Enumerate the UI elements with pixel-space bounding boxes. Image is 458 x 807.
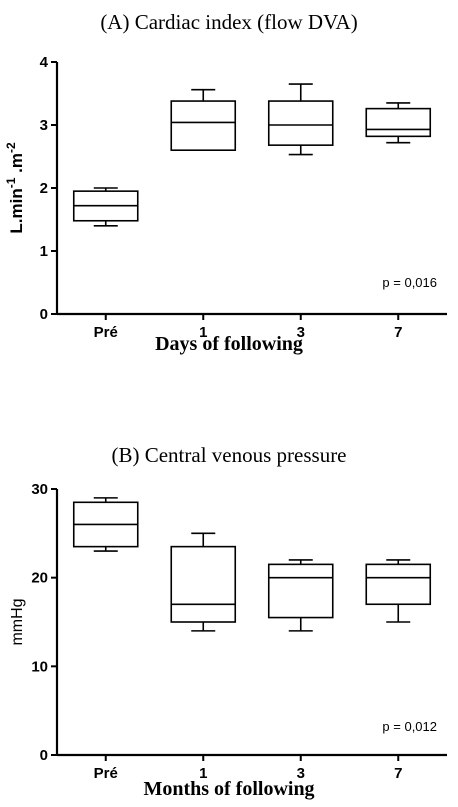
box-1 bbox=[170, 88, 237, 152]
box-2 bbox=[267, 559, 334, 632]
y-tick-label: 20 bbox=[31, 570, 48, 587]
y-tick-label: 4 bbox=[40, 54, 49, 71]
y-tick-label: 0 bbox=[40, 306, 48, 323]
x-tick-label: Pré bbox=[94, 765, 118, 782]
p-value-annotation: p = 0,012 bbox=[382, 719, 437, 734]
box-2 bbox=[267, 83, 334, 156]
y-tick-label: 1 bbox=[40, 243, 48, 260]
y-tick-label: 3 bbox=[40, 117, 48, 134]
y-tick-label: 10 bbox=[31, 658, 48, 675]
y-tick-label: 30 bbox=[31, 481, 48, 498]
y-axis-label: mmHg bbox=[9, 598, 26, 645]
y-tick-label: 0 bbox=[40, 747, 48, 764]
box-iqr bbox=[170, 545, 237, 623]
box-0 bbox=[72, 497, 139, 552]
x-tick-label: 1 bbox=[199, 324, 207, 341]
box-iqr bbox=[365, 563, 432, 606]
box-3 bbox=[365, 559, 432, 623]
box-3 bbox=[365, 102, 432, 144]
p-value-annotation: p = 0,016 bbox=[382, 275, 437, 290]
y-axis-label: L.min-1 .m-2 bbox=[4, 142, 26, 234]
chart-a: 0 1 2 3 4 Pré 1 3 7 p = 0,016 L.min-1 .m-2 bbox=[4, 54, 447, 341]
y-tick-label: 2 bbox=[40, 180, 48, 197]
box-1 bbox=[170, 532, 237, 632]
box-iqr bbox=[170, 100, 237, 152]
x-tick-label: Pré bbox=[94, 324, 118, 341]
x-tick-label: 7 bbox=[394, 324, 402, 341]
chart-b-xlabel: Months of following bbox=[143, 778, 315, 800]
chart-a-title: (A) Cardiac index (flow DVA) bbox=[100, 10, 358, 34]
chart-b: 0 10 20 30 Pré 1 3 7 p = 0,012 mmHg bbox=[9, 481, 447, 782]
box-0 bbox=[72, 187, 139, 227]
box-iqr bbox=[365, 107, 432, 138]
x-tick-label: 3 bbox=[297, 765, 305, 782]
box-iqr bbox=[267, 100, 334, 146]
x-tick-label: 3 bbox=[297, 324, 305, 341]
chart-b-title: (B) Central venous pressure bbox=[111, 443, 347, 467]
x-tick-label: 1 bbox=[199, 765, 207, 782]
chart-a-xlabel: Days of following bbox=[155, 333, 303, 355]
box-iqr bbox=[267, 563, 334, 619]
x-tick-label: 7 bbox=[394, 765, 402, 782]
